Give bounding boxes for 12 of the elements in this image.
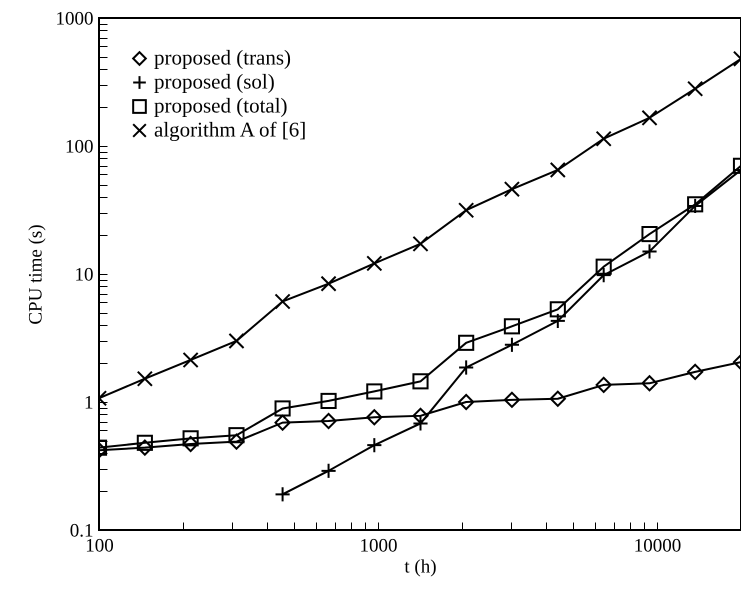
y-tick-label: 10 xyxy=(74,264,94,286)
legend-label: algorithm A of [6] xyxy=(154,118,306,142)
legend-label: proposed (total) xyxy=(154,94,288,118)
legend-label: proposed (sol) xyxy=(154,70,275,94)
x-tick-label: 1000 xyxy=(360,536,398,556)
y-tick-label: 1000 xyxy=(56,8,94,30)
y-tick-label: 1 xyxy=(84,392,94,414)
legend-label: proposed (trans) xyxy=(154,46,292,70)
y-tick-label: 100 xyxy=(65,136,94,158)
y-axis-title: CPU time (s) xyxy=(26,224,46,325)
x-tick-label: 10000 xyxy=(634,536,682,556)
x-axis-title: t (h) xyxy=(404,556,437,578)
